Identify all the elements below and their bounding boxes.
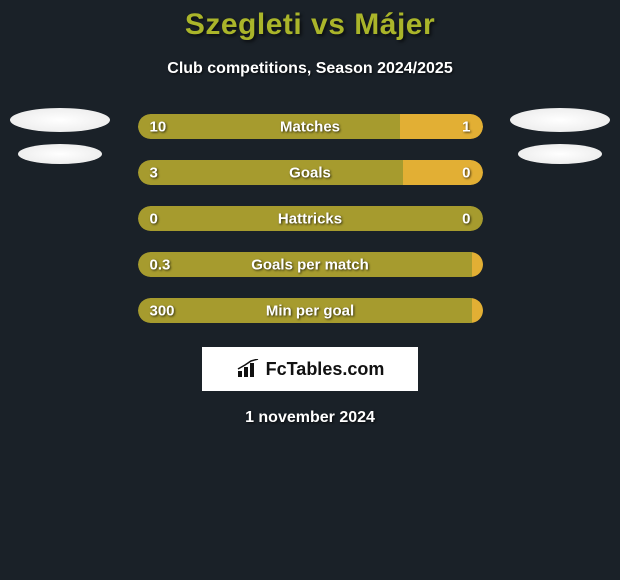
- player2-avatar: [510, 96, 610, 176]
- stat-bar-player1: [138, 160, 404, 185]
- stat-bar-player2: [472, 298, 482, 323]
- stat-value-player1: 0: [150, 210, 158, 227]
- logo-text: FcTables.com: [266, 359, 385, 380]
- player1-avatar: [10, 96, 110, 176]
- stat-bar-player1: [138, 114, 400, 139]
- stat-value-player1: 3: [150, 164, 158, 181]
- stat-bar-player2: [472, 252, 482, 277]
- stat-label: Min per goal: [266, 302, 354, 319]
- stat-value-player1: 10: [150, 118, 167, 135]
- avatar-placeholder-icon: [510, 108, 610, 132]
- page-subtitle: Club competitions, Season 2024/2025: [0, 60, 620, 78]
- avatar-placeholder-icon: [10, 108, 110, 132]
- stat-row: Goals 3 0: [138, 160, 483, 185]
- stat-label: Hattricks: [278, 210, 342, 227]
- avatar-placeholder-icon: [518, 144, 602, 164]
- stat-row: Min per goal 300: [138, 298, 483, 323]
- stat-label: Goals per match: [251, 256, 369, 273]
- stat-row: Hattricks 0 0: [138, 206, 483, 231]
- stat-value-player2: 1: [462, 118, 470, 135]
- avatar-placeholder-icon: [18, 144, 102, 164]
- stat-row: Goals per match 0.3: [138, 252, 483, 277]
- bars-icon: [236, 359, 262, 379]
- comparison-bars: Matches 10 1 Goals 3 0 Hattricks 0 0 Goals per ma…: [138, 114, 483, 323]
- page-title: Szegleti vs Májer: [0, 8, 620, 42]
- stat-label: Goals: [289, 164, 331, 181]
- stat-value-player1: 300: [150, 302, 175, 319]
- stat-value-player2: 0: [462, 164, 470, 181]
- comparison-card: Szegleti vs Májer Club competitions, Sea…: [0, 0, 620, 427]
- stat-value-player1: 0.3: [150, 256, 171, 273]
- stat-value-player2: 0: [462, 210, 470, 227]
- date-label: 1 november 2024: [0, 409, 620, 427]
- logo-banner: FcTables.com: [202, 347, 418, 391]
- stat-label: Matches: [280, 118, 340, 135]
- stat-row: Matches 10 1: [138, 114, 483, 139]
- stat-bar-player2: [403, 160, 482, 185]
